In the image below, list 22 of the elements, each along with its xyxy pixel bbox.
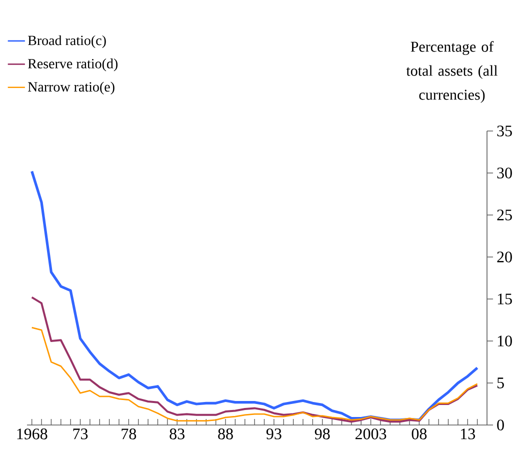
x-tick-label: 13 — [461, 428, 476, 440]
x-tick-label: 2003 — [355, 428, 386, 440]
x-tick-label: 88 — [218, 428, 233, 440]
x-tick-label: 08 — [412, 428, 427, 440]
legend-label: Broad ratio(c) — [28, 35, 106, 48]
x-tick-label: 78 — [122, 428, 136, 440]
x-tick-label: 98 — [314, 428, 330, 440]
legend-label: Narrow ratio(e) — [28, 82, 114, 94]
y-tick-label: 10 — [498, 336, 512, 346]
y-tick-label: 30 — [497, 168, 512, 178]
x-tick-label: 73 — [73, 428, 88, 440]
y-tick-label: 5 — [497, 378, 504, 388]
x-tick-label: 93 — [266, 428, 282, 440]
y-tick-label: 0 — [497, 420, 504, 430]
y-tick-label: 20 — [497, 252, 512, 262]
y-axis-title: Percentage of total assets (all currencies) — [406, 41, 498, 103]
y-tick-label: 35 — [497, 126, 512, 136]
y-tick-label: 15 — [498, 294, 512, 304]
y-tick-label: 25 — [497, 210, 512, 220]
x-tick-label: 1968 — [17, 428, 48, 440]
legend-label: Reserve ratio(d) — [28, 58, 118, 72]
x-tick-label: 83 — [170, 428, 184, 440]
